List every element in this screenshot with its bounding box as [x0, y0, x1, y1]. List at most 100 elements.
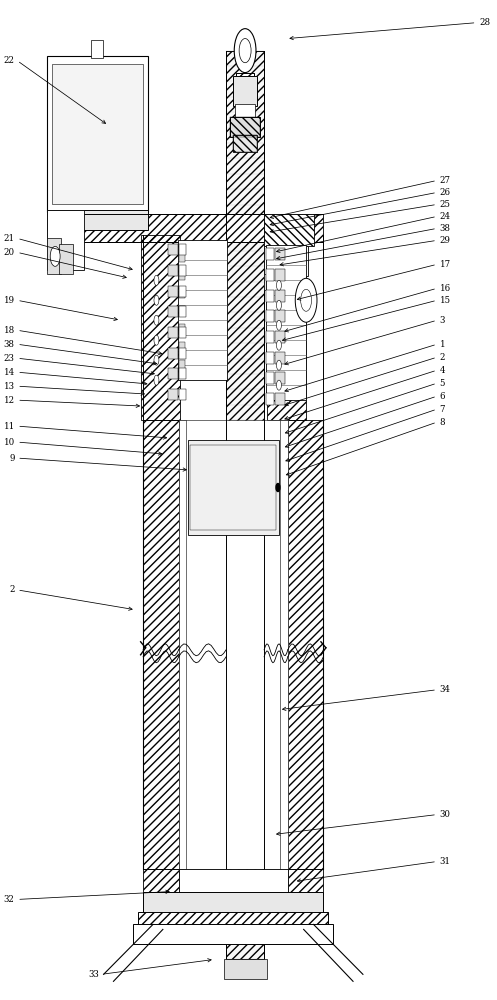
Text: 13: 13: [3, 382, 15, 391]
Text: 11: 11: [3, 422, 15, 431]
Text: 34: 34: [439, 685, 450, 694]
Bar: [288, 869, 324, 894]
Circle shape: [154, 375, 159, 385]
Bar: [179, 265, 186, 276]
Text: 14: 14: [3, 368, 15, 377]
Circle shape: [154, 355, 159, 365]
Text: 2: 2: [439, 353, 445, 362]
Bar: [133, 924, 333, 944]
Text: 20: 20: [3, 248, 15, 257]
Bar: [280, 420, 288, 869]
Bar: [179, 244, 186, 255]
Circle shape: [234, 29, 256, 73]
Bar: [275, 331, 285, 343]
Text: 21: 21: [3, 234, 15, 243]
Bar: [178, 869, 288, 899]
Bar: [226, 51, 264, 959]
Bar: [178, 420, 288, 869]
Text: 6: 6: [439, 392, 445, 401]
Bar: [179, 324, 185, 334]
Bar: [230, 117, 260, 137]
Bar: [275, 290, 285, 302]
Bar: [275, 248, 285, 260]
Bar: [168, 306, 178, 317]
Bar: [264, 214, 314, 246]
Circle shape: [276, 320, 281, 330]
Bar: [47, 210, 148, 230]
Bar: [138, 912, 329, 926]
Text: 17: 17: [439, 260, 451, 269]
Bar: [179, 342, 185, 352]
Bar: [266, 310, 273, 322]
Circle shape: [276, 360, 281, 370]
Bar: [275, 310, 285, 322]
Bar: [143, 892, 324, 914]
Bar: [168, 286, 178, 297]
Circle shape: [239, 39, 251, 63]
Bar: [266, 248, 273, 260]
Circle shape: [276, 280, 281, 290]
Text: 28: 28: [479, 18, 490, 27]
Circle shape: [295, 278, 317, 322]
Text: 18: 18: [3, 326, 15, 335]
Text: 22: 22: [3, 56, 15, 65]
Bar: [168, 389, 178, 400]
Text: 12: 12: [3, 396, 15, 405]
Bar: [275, 269, 285, 281]
Bar: [47, 56, 148, 212]
Bar: [168, 368, 178, 379]
Bar: [187, 440, 279, 535]
Bar: [179, 327, 186, 338]
Bar: [264, 246, 308, 276]
Text: 8: 8: [439, 418, 445, 427]
Text: 5: 5: [439, 379, 445, 388]
Bar: [235, 104, 255, 118]
Text: 31: 31: [439, 857, 450, 866]
Bar: [47, 214, 324, 242]
Circle shape: [50, 246, 60, 266]
Bar: [236, 73, 254, 98]
Bar: [59, 244, 73, 274]
Bar: [141, 235, 180, 420]
Bar: [179, 288, 185, 298]
Circle shape: [276, 340, 281, 350]
Bar: [266, 393, 273, 405]
Bar: [266, 290, 273, 302]
Bar: [179, 286, 186, 297]
Bar: [143, 869, 178, 894]
Text: 27: 27: [439, 176, 450, 185]
Bar: [264, 274, 304, 290]
Text: 3: 3: [439, 316, 445, 325]
Bar: [168, 244, 178, 255]
Text: 15: 15: [439, 296, 451, 305]
Text: 38: 38: [3, 340, 15, 349]
Bar: [179, 270, 185, 280]
Bar: [230, 117, 260, 137]
Bar: [266, 331, 273, 343]
Bar: [233, 76, 257, 106]
Bar: [178, 420, 186, 869]
Bar: [226, 51, 264, 959]
Text: 10: 10: [3, 438, 15, 447]
Text: 30: 30: [439, 810, 450, 819]
Bar: [179, 252, 185, 262]
Circle shape: [154, 335, 159, 345]
Circle shape: [154, 315, 159, 325]
Bar: [266, 235, 306, 420]
Circle shape: [276, 380, 281, 390]
Bar: [47, 210, 84, 270]
Text: 2: 2: [9, 585, 15, 594]
Text: 29: 29: [439, 236, 450, 245]
Bar: [179, 348, 186, 359]
Bar: [47, 238, 61, 274]
Bar: [275, 352, 285, 364]
Bar: [265, 245, 306, 400]
Text: 33: 33: [88, 970, 98, 979]
Circle shape: [276, 300, 281, 310]
Bar: [236, 73, 254, 98]
Text: 16: 16: [439, 284, 451, 293]
Bar: [168, 265, 178, 276]
Circle shape: [154, 275, 159, 285]
Bar: [178, 240, 227, 380]
Bar: [266, 269, 273, 281]
